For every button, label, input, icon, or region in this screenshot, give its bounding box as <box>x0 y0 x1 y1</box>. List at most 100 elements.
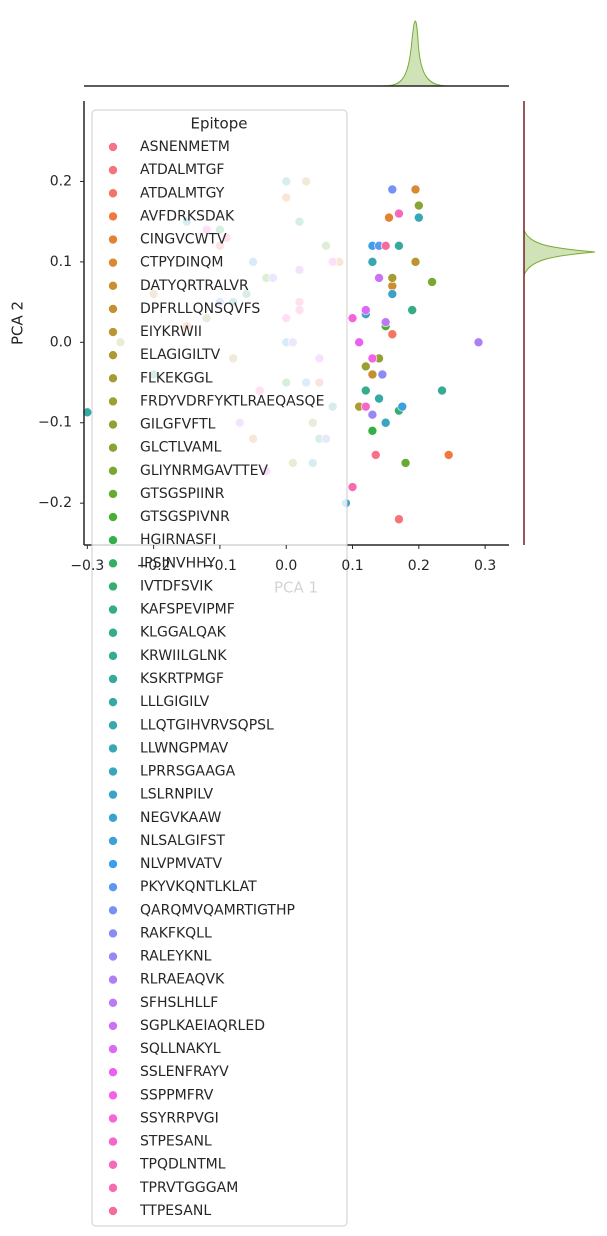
legend-marker <box>108 1183 118 1193</box>
scatter-point <box>377 369 388 380</box>
scatter-point <box>387 281 398 291</box>
y-axis-label: PCA 2 <box>9 301 27 345</box>
scatter-point <box>473 337 484 348</box>
legend-marker <box>108 766 118 777</box>
legend-label: SFHSLHLLF <box>140 995 218 1011</box>
scatter-point <box>360 401 371 412</box>
legend-marker <box>108 142 118 152</box>
scatter-point <box>380 317 391 327</box>
legend-label: RLRAEAQVK <box>140 972 225 988</box>
legend-label: DPFRLLQNSQVFS <box>140 301 260 317</box>
top-marginal-density <box>84 20 509 87</box>
legend-marker <box>108 558 118 569</box>
legend-label: ATDALMTGF <box>140 162 225 178</box>
y-tick-label: 0.1 <box>50 254 72 270</box>
legend-label: RALEYKNL <box>140 949 212 965</box>
y-tick-label: −0.1 <box>38 415 72 431</box>
legend-label: KSKRTPMGF <box>140 671 224 687</box>
legend-label: IVTDFSVIK <box>140 578 213 594</box>
legend-marker <box>108 466 118 476</box>
legend-label: KLGGALQAK <box>140 625 227 641</box>
legend-marker <box>108 211 118 222</box>
legend-marker <box>108 396 118 407</box>
scatter-point <box>414 200 424 211</box>
scatter-point <box>360 385 371 396</box>
legend-marker <box>108 604 118 615</box>
legend-marker <box>108 327 118 337</box>
scatter-point <box>400 458 411 468</box>
legend-marker <box>108 257 118 268</box>
legend-marker <box>108 998 118 1008</box>
legend-marker <box>108 951 118 962</box>
legend-marker <box>108 674 118 684</box>
scatter-point <box>367 409 378 420</box>
x-tick-label: −0.2 <box>137 558 171 574</box>
scatter-point <box>367 353 378 364</box>
legend-marker <box>108 627 118 638</box>
legend-label: GLCTLVAML <box>140 440 222 456</box>
legend-marker <box>108 304 118 314</box>
legend-label: TPQDLNTML <box>139 1157 226 1173</box>
legend-label: TTPESANL <box>139 1203 211 1219</box>
legend-label: LLWNGPMAV <box>140 740 229 756</box>
scatter-point <box>380 240 391 251</box>
legend-label: QARQMVQAMRTIGTHP <box>140 902 295 918</box>
legend-marker <box>108 1206 118 1216</box>
x-tick-label: 0.2 <box>408 558 430 574</box>
legend-marker <box>108 350 118 360</box>
legend-marker <box>108 234 118 245</box>
scatter-point <box>387 184 398 195</box>
legend-marker <box>108 836 118 846</box>
legend-marker <box>108 1159 118 1170</box>
scatter-point <box>443 450 454 460</box>
scatter-point <box>410 184 421 195</box>
scatter-point <box>410 257 421 267</box>
scatter-point <box>387 273 398 283</box>
legend-marker <box>108 1090 118 1101</box>
y-tick-label: −0.2 <box>38 495 72 511</box>
legend-label: DATYQRTRALVR <box>140 278 249 294</box>
scatter-point <box>367 369 378 380</box>
legend-marker <box>108 581 118 592</box>
legend-label: GTSGSPIVNR <box>140 509 230 525</box>
legend-label: LPRRSGAAGA <box>140 764 236 780</box>
scatter-point <box>347 482 358 492</box>
legend-marker <box>108 812 118 823</box>
scatter-point <box>387 289 398 299</box>
legend-label: GLIYNRMGAVTTEV <box>140 463 268 479</box>
legend-label: LSLRNPILV <box>140 787 214 803</box>
legend-marker <box>108 651 118 661</box>
y-tick-label: 0.0 <box>50 334 72 350</box>
legend-label: GILGFVFTL <box>140 417 216 433</box>
legend-marker <box>108 1113 118 1124</box>
legend-marker <box>108 720 118 731</box>
legend-label: ELAGIGILTV <box>140 347 221 363</box>
legend-marker <box>108 697 118 707</box>
legend-label: STPESANL <box>140 1134 212 1150</box>
legend-label: SSYRRPVGI <box>140 1110 219 1126</box>
legend-marker <box>108 165 118 175</box>
legend-label: SQLLNAKYL <box>140 1041 221 1057</box>
x-tick-label: −0.3 <box>70 558 104 574</box>
legend-label: CINGVCWTV <box>140 232 227 248</box>
scatter-point <box>360 305 371 315</box>
legend-marker <box>108 974 118 985</box>
scatter-point <box>367 257 378 267</box>
scatter-point <box>354 337 364 348</box>
legend-label: KAFSPEVIPMF <box>140 602 235 618</box>
legend-marker <box>108 442 118 453</box>
scatter-point <box>394 514 404 525</box>
scatter-point <box>394 240 404 251</box>
legend-marker <box>108 535 118 546</box>
legend-label: NLSALGIFST <box>140 833 225 849</box>
scatter-point <box>414 212 424 223</box>
legend-label: SGPLKAEIAQRLED <box>140 1018 265 1034</box>
scatter-point <box>387 329 398 340</box>
legend-marker <box>108 280 118 291</box>
legend-marker <box>108 1067 118 1078</box>
legend-label: HGIRNASFI <box>140 532 216 548</box>
scatter-point <box>397 401 408 412</box>
x-tick-label: 0.3 <box>474 558 496 574</box>
legend-label: NLVPMVATV <box>140 856 223 872</box>
